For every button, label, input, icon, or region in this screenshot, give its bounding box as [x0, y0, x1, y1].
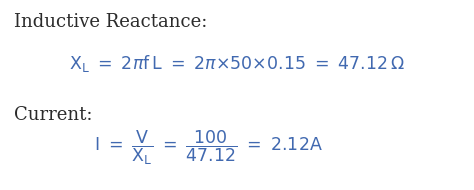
Text: $\mathrm{I}\ =\ \dfrac{\mathrm{V}}{\mathrm{X_L}}\ =\ \dfrac{100}{47.12}\ =\ 2.12: $\mathrm{I}\ =\ \dfrac{\mathrm{V}}{\math… — [94, 129, 323, 167]
Text: Inductive Reactance:: Inductive Reactance: — [14, 13, 208, 31]
Text: Current:: Current: — [14, 106, 93, 124]
Text: $\mathrm{X_L}\ =\ 2\pi\mathrm{f\,L}\ =\ 2\pi{\times}50{\times}0.15\ =\ 47.12\,\O: $\mathrm{X_L}\ =\ 2\pi\mathrm{f\,L}\ =\ … — [69, 53, 405, 74]
